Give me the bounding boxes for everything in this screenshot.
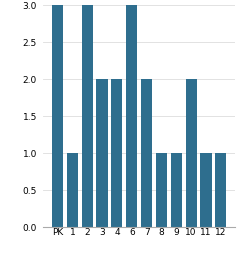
- Bar: [52, 5, 63, 227]
- Bar: [96, 79, 108, 227]
- Bar: [171, 153, 182, 227]
- Bar: [156, 153, 167, 227]
- Bar: [126, 5, 137, 227]
- Bar: [141, 79, 152, 227]
- Bar: [82, 5, 93, 227]
- Bar: [200, 153, 212, 227]
- Bar: [111, 79, 122, 227]
- Bar: [215, 153, 227, 227]
- Bar: [67, 153, 78, 227]
- Bar: [186, 79, 197, 227]
